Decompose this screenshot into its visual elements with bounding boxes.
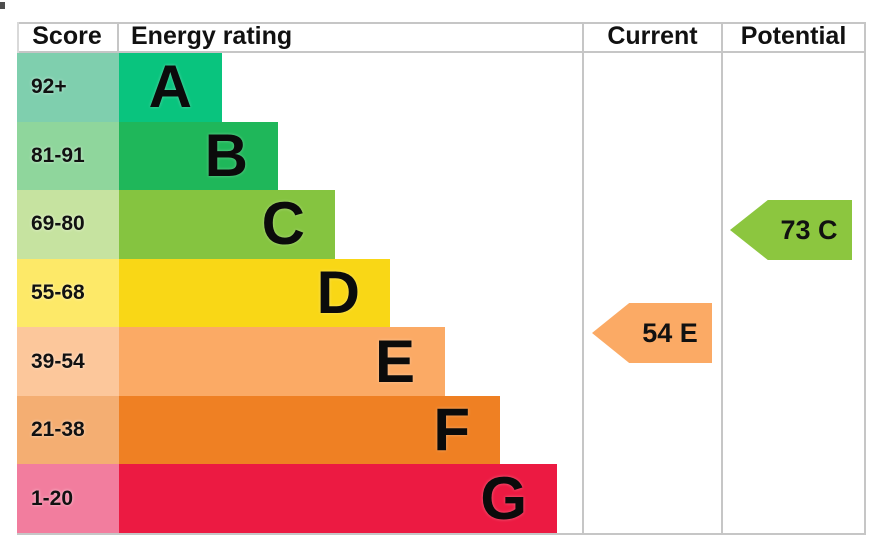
potential-rating-arrow: 73 C <box>730 200 852 260</box>
table-bottom-border <box>17 533 866 535</box>
band-bar-f: F <box>119 395 500 465</box>
band-letter-b: B <box>204 121 248 189</box>
score-range-g: 1-20 <box>17 464 119 533</box>
crop-artifact <box>0 2 5 9</box>
score-range-b: 81-91 <box>17 121 119 191</box>
score-range-a: 92+ <box>17 53 119 122</box>
band-letter-f: F <box>433 396 470 464</box>
score-column-divider <box>117 22 119 53</box>
band-letter-d: D <box>316 259 360 326</box>
header-bottom-border <box>17 51 866 53</box>
band-bar-b: B <box>119 121 278 191</box>
potential-rating-label: 73 C <box>780 214 838 245</box>
band-row-e: 39-54 E <box>17 327 445 396</box>
band-letter-e: E <box>374 327 415 395</box>
band-row-f: 21-38 F <box>17 395 500 465</box>
band-row-b: 81-91 B <box>17 121 278 191</box>
current-column-divider <box>582 22 584 535</box>
current-rating-arrow: 54 E <box>592 303 712 363</box>
energy-rating-column-header: Energy rating <box>131 22 293 50</box>
band-row-c: 69-80 C <box>17 190 335 259</box>
potential-column-divider <box>721 22 723 535</box>
score-range-f: 21-38 <box>17 395 119 465</box>
band-bar-g: G <box>119 464 557 533</box>
score-column-header: Score <box>32 22 102 50</box>
band-bar-c: C <box>119 190 335 259</box>
band-letter-a: A <box>148 53 192 121</box>
table-top-border <box>17 22 866 24</box>
band-letter-g: G <box>480 464 527 532</box>
band-row-g: 1-20 G <box>17 464 557 533</box>
score-range-c: 69-80 <box>17 190 119 259</box>
band-bar-e: E <box>119 327 445 396</box>
band-bar-a: A <box>119 53 222 122</box>
header-left-border <box>17 22 19 53</box>
score-range-e: 39-54 <box>17 327 119 396</box>
current-column-header: Current <box>607 22 698 50</box>
band-letter-c: C <box>261 190 305 258</box>
band-bar-d: D <box>119 258 390 328</box>
potential-column-header: Potential <box>740 22 847 50</box>
table-right-border <box>864 22 866 535</box>
band-row-a: 92+ A <box>17 53 222 122</box>
band-row-d: 55-68 D <box>17 258 390 328</box>
current-rating-label: 54 E <box>642 317 698 348</box>
score-range-d: 55-68 <box>17 258 119 328</box>
